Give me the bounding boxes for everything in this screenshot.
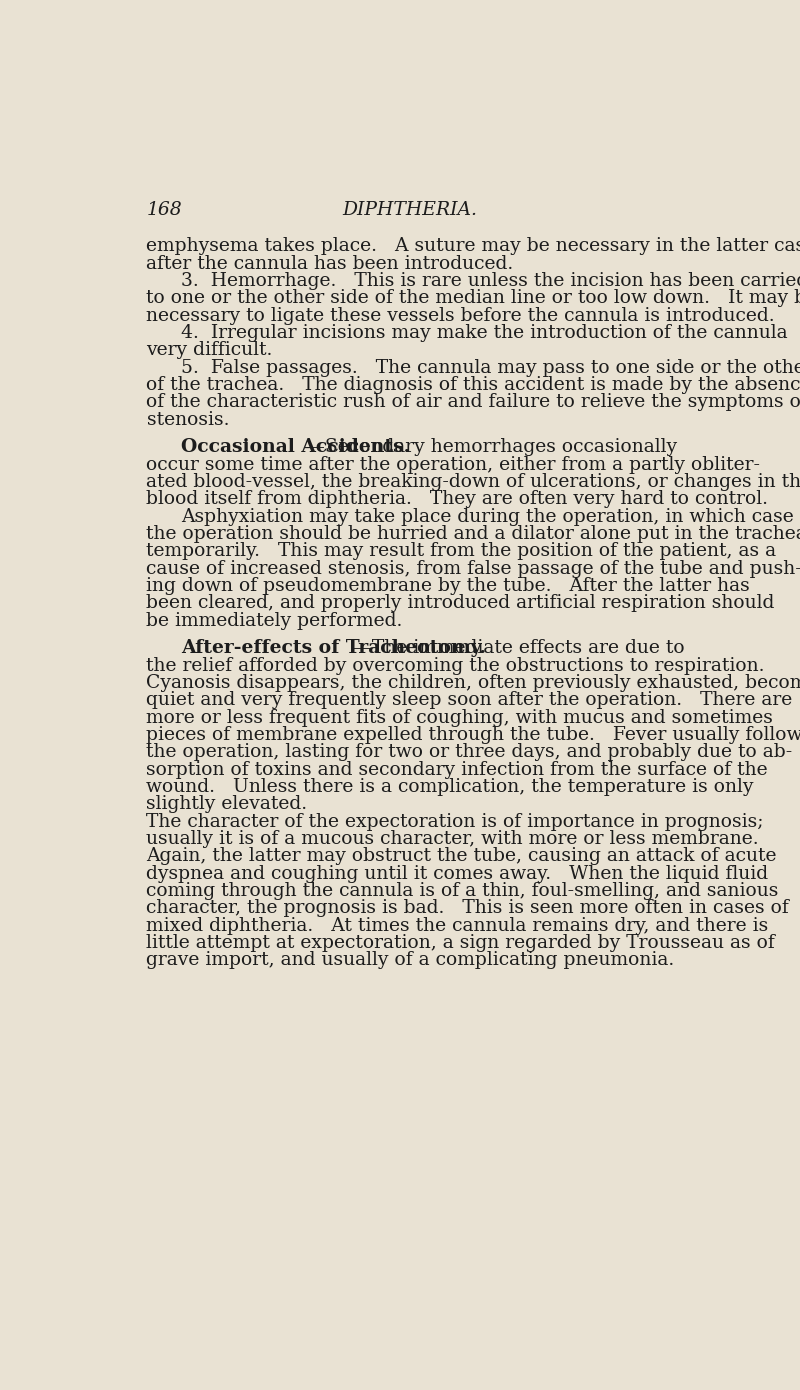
Text: quiet and very frequently sleep soon after the operation.   There are: quiet and very frequently sleep soon aft… xyxy=(146,691,793,709)
Text: more or less frequent fits of coughing, with mucus and sometimes: more or less frequent fits of coughing, … xyxy=(146,709,774,727)
Text: 4.  Irregular incisions may make the introduction of the cannula: 4. Irregular incisions may make the intr… xyxy=(182,324,788,342)
Text: grave import, and usually of a complicating pneumonia.: grave import, and usually of a complicat… xyxy=(146,951,674,969)
Text: —Secondary hemorrhages occasionally: —Secondary hemorrhages occasionally xyxy=(306,438,677,456)
Text: coming through the cannula is of a thin, foul-smelling, and sanious: coming through the cannula is of a thin,… xyxy=(146,883,779,899)
Text: blood itself from diphtheria.   They are often very hard to control.: blood itself from diphtheria. They are o… xyxy=(146,491,769,509)
Text: ated blood-vessel, the breaking-down of ulcerations, or changes in the: ated blood-vessel, the breaking-down of … xyxy=(146,473,800,491)
Text: of the characteristic rush of air and failure to relieve the symptoms of: of the characteristic rush of air and fa… xyxy=(146,393,800,411)
Text: occur some time after the operation, either from a partly obliter-: occur some time after the operation, eit… xyxy=(146,456,761,474)
Text: been cleared, and properly introduced artificial respiration should: been cleared, and properly introduced ar… xyxy=(146,595,775,613)
Text: slightly elevated.: slightly elevated. xyxy=(146,795,308,813)
Text: Again, the latter may obstruct the tube, causing an attack of acute: Again, the latter may obstruct the tube,… xyxy=(146,848,777,866)
Text: Occasional Accidents.: Occasional Accidents. xyxy=(182,438,410,456)
Text: emphysema takes place.   A suture may be necessary in the latter case: emphysema takes place. A suture may be n… xyxy=(146,238,800,256)
Text: the operation, lasting for two or three days, and probably due to ab-: the operation, lasting for two or three … xyxy=(146,744,793,762)
Text: character, the prognosis is bad.   This is seen more often in cases of: character, the prognosis is bad. This is… xyxy=(146,899,790,917)
Text: ing down of pseudomembrane by the tube.   After the latter has: ing down of pseudomembrane by the tube. … xyxy=(146,577,750,595)
Text: wound.   Unless there is a complication, the temperature is only: wound. Unless there is a complication, t… xyxy=(146,778,754,796)
Text: DIPHTHERIA.: DIPHTHERIA. xyxy=(342,200,478,218)
Text: necessary to ligate these vessels before the cannula is introduced.: necessary to ligate these vessels before… xyxy=(146,307,775,325)
Text: Cyanosis disappears, the children, often previously exhausted, become: Cyanosis disappears, the children, often… xyxy=(146,674,800,692)
Text: little attempt at expectoration, a sign regarded by Trousseau as of: little attempt at expectoration, a sign … xyxy=(146,934,775,952)
Text: temporarily.   This may result from the position of the patient, as a: temporarily. This may result from the po… xyxy=(146,542,777,560)
Text: Asphyxiation may take place during the operation, in which case: Asphyxiation may take place during the o… xyxy=(182,507,794,525)
Text: the operation should be hurried and a dilator alone put in the trachea: the operation should be hurried and a di… xyxy=(146,525,800,543)
Text: the relief afforded by overcoming the obstructions to respiration.: the relief afforded by overcoming the ob… xyxy=(146,656,765,674)
Text: 168: 168 xyxy=(146,200,182,218)
Text: stenosis.: stenosis. xyxy=(146,411,229,428)
Text: cause of increased stenosis, from false passage of the tube and push-: cause of increased stenosis, from false … xyxy=(146,560,800,578)
Text: sorption of toxins and secondary infection from the surface of the: sorption of toxins and secondary infecti… xyxy=(146,760,768,778)
Text: of the trachea.   The diagnosis of this accident is made by the absence: of the trachea. The diagnosis of this ac… xyxy=(146,377,800,395)
Text: after the cannula has been introduced.: after the cannula has been introduced. xyxy=(146,254,514,272)
Text: dyspnea and coughing until it comes away.   When the liquid fluid: dyspnea and coughing until it comes away… xyxy=(146,865,769,883)
Text: very difficult.: very difficult. xyxy=(146,342,273,360)
Text: 5.  False passages.   The cannula may pass to one side or the other: 5. False passages. The cannula may pass … xyxy=(182,359,800,377)
Text: be immediately performed.: be immediately performed. xyxy=(146,612,403,630)
Text: 3.  Hemorrhage.   This is rare unless the incision has been carried: 3. Hemorrhage. This is rare unless the i… xyxy=(182,272,800,291)
Text: pieces of membrane expelled through the tube.   Fever usually follows: pieces of membrane expelled through the … xyxy=(146,726,800,744)
Text: usually it is of a mucous character, with more or less membrane.: usually it is of a mucous character, wit… xyxy=(146,830,759,848)
Text: to one or the other side of the median line or too low down.   It may be: to one or the other side of the median l… xyxy=(146,289,800,307)
Text: The character of the expectoration is of importance in prognosis;: The character of the expectoration is of… xyxy=(146,813,764,831)
Text: After-effects of Tracheotomy.: After-effects of Tracheotomy. xyxy=(182,639,486,657)
Text: mixed diphtheria.   At times the cannula remains dry, and there is: mixed diphtheria. At times the cannula r… xyxy=(146,916,769,934)
Text: —The immediate effects are due to: —The immediate effects are due to xyxy=(354,639,685,657)
